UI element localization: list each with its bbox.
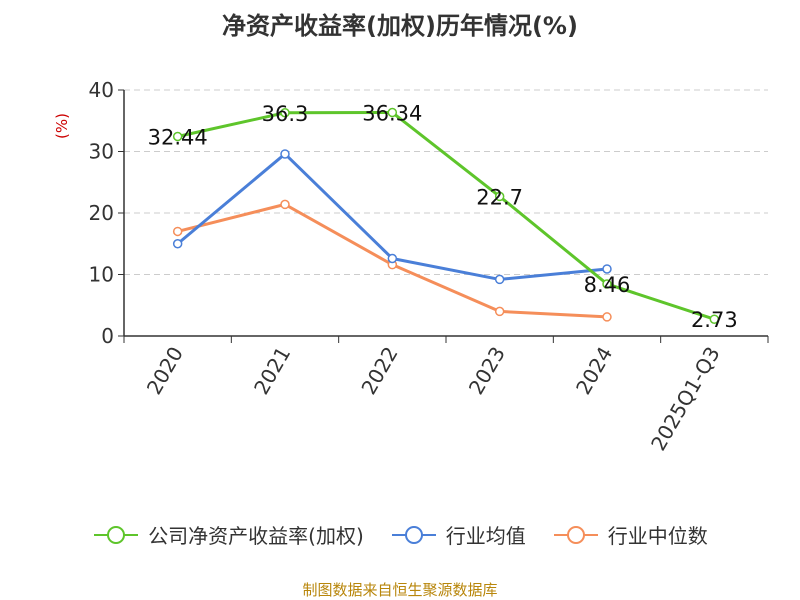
x-tick-label: 2021 (249, 343, 295, 399)
legend-label-median: 行业中位数 (607, 524, 708, 548)
y-tick-label: 20 (89, 201, 114, 225)
legend-marker-median (553, 525, 598, 544)
legend-label-company: 公司净资产收益率(加权) (148, 524, 364, 548)
data-label: 32.44 (148, 125, 208, 149)
data-label: 36.3 (262, 102, 309, 126)
series-line-company (177, 111, 715, 321)
x-tick-label: 2023 (464, 342, 510, 398)
legend-item-company[interactable]: 公司净资产收益率(加权) (92, 520, 364, 549)
x-tick-label: 2020 (142, 343, 188, 399)
legend-label-avg: 行业均值 (445, 524, 526, 548)
chart-title: 净资产收益率(加权)历年情况(%) (222, 12, 578, 40)
x-tick-label: 2022 (356, 343, 402, 399)
data-label: 22.7 (476, 185, 523, 209)
legend: 公司净资产收益率(加权) 行业均值 行业中位数 (0, 520, 800, 549)
data-label: 2.73 (691, 308, 738, 332)
data-point-avg (172, 239, 183, 249)
data-label: 8.46 (584, 273, 631, 297)
data-point-company (387, 107, 398, 118)
y-tick-label: 10 (89, 263, 114, 287)
y-axis-label: (%) (53, 113, 71, 139)
data-point-avg (280, 149, 290, 159)
y-tick-label: 40 (89, 78, 114, 102)
data-point-avg (602, 264, 612, 274)
legend-marker-avg (391, 525, 436, 544)
data-point-median (172, 226, 183, 237)
x-tick-label: 2025Q1-Q3 (646, 343, 725, 455)
data-point-median (494, 306, 505, 317)
legend-item-avg[interactable]: 行业均值 (390, 520, 526, 549)
y-tick-label: 30 (89, 140, 114, 164)
data-point-company (709, 314, 720, 324)
y-tick-label: 0 (101, 324, 114, 348)
data-point-company (172, 131, 183, 142)
legend-item-median[interactable]: 行业中位数 (552, 520, 708, 549)
data-point-avg (387, 253, 398, 264)
data-point-company (280, 108, 290, 118)
data-point-company (494, 191, 505, 202)
x-tick-label: 2024 (571, 343, 617, 399)
source-note: 制图数据来自恒生聚源数据库 (302, 581, 498, 599)
data-point-median (602, 312, 612, 322)
data-label: 36.34 (362, 102, 422, 126)
data-point-company (602, 279, 612, 289)
data-point-avg (494, 274, 505, 285)
legend-marker-company (94, 525, 139, 544)
data-point-median (280, 199, 290, 210)
